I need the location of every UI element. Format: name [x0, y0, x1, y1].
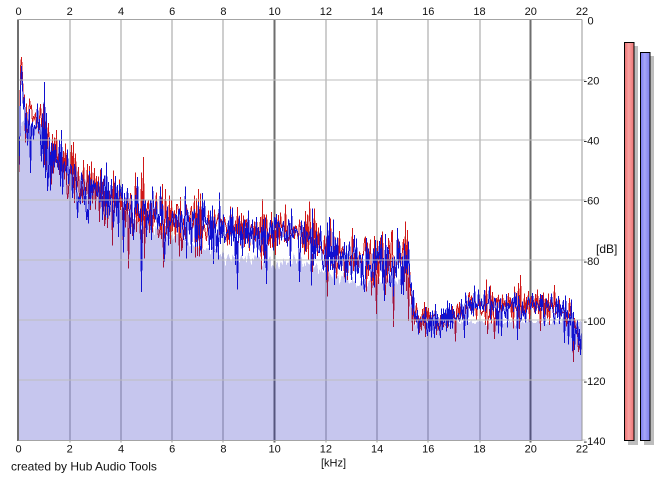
svg-text:16: 16 — [422, 444, 434, 456]
svg-text:0: 0 — [588, 16, 594, 28]
svg-text:14: 14 — [371, 444, 383, 456]
svg-text:10: 10 — [268, 444, 280, 456]
svg-text:14: 14 — [371, 6, 383, 18]
svg-text:-140: -140 — [584, 436, 606, 448]
svg-text:20: 20 — [525, 6, 537, 18]
svg-text:18: 18 — [473, 6, 485, 18]
svg-text:22: 22 — [576, 6, 588, 18]
svg-text:16: 16 — [422, 6, 434, 18]
svg-text:-20: -20 — [584, 76, 600, 88]
svg-text:6: 6 — [169, 6, 175, 18]
svg-text:12: 12 — [320, 444, 332, 456]
svg-text:0: 0 — [15, 444, 21, 456]
svg-text:[dB]: [dB] — [596, 242, 617, 256]
svg-text:-40: -40 — [584, 136, 600, 148]
svg-text:2: 2 — [67, 444, 73, 456]
svg-text:6: 6 — [169, 444, 175, 456]
svg-text:8: 8 — [220, 6, 226, 18]
svg-text:-120: -120 — [584, 376, 606, 388]
svg-text:-100: -100 — [584, 316, 606, 328]
svg-text:22: 22 — [576, 444, 588, 456]
svg-text:-80: -80 — [584, 256, 600, 268]
svg-text:10: 10 — [268, 6, 280, 18]
svg-text:2: 2 — [67, 6, 73, 18]
svg-text:4: 4 — [118, 6, 124, 18]
svg-text:18: 18 — [473, 444, 485, 456]
svg-text:12: 12 — [320, 6, 332, 18]
svg-text:created by Hub Audio Tools: created by Hub Audio Tools — [11, 460, 157, 474]
svg-text:[kHz]: [kHz] — [321, 458, 346, 470]
svg-text:0: 0 — [15, 6, 21, 18]
svg-text:4: 4 — [118, 444, 124, 456]
svg-text:-60: -60 — [584, 196, 600, 208]
svg-text:20: 20 — [525, 444, 537, 456]
svg-text:8: 8 — [220, 444, 226, 456]
